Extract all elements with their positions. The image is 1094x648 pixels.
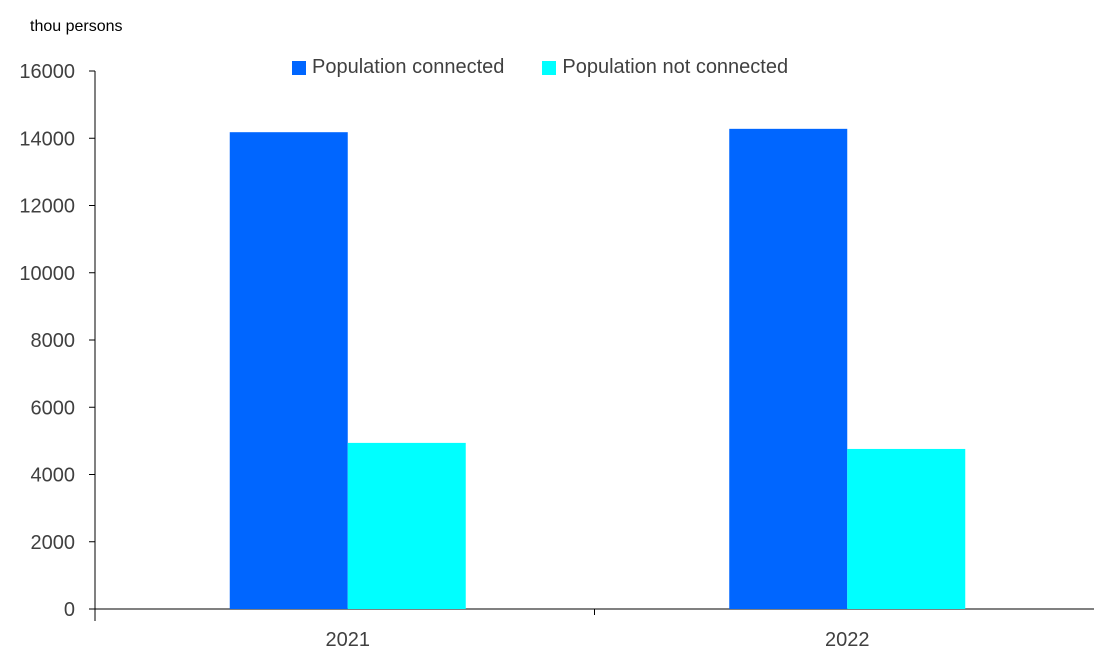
y-axis-unit-label: thou persons xyxy=(30,18,123,35)
y-tick-label: 12000 xyxy=(19,196,75,218)
legend-label-population-not-connected: Population not connected xyxy=(562,56,789,78)
bar xyxy=(729,128,848,609)
legend-label-population-connected: Population connected xyxy=(312,56,505,78)
bar xyxy=(229,132,348,609)
legend-item-population-not-connected: Population not connected xyxy=(542,56,788,79)
legend-swatch-population-not-connected xyxy=(542,60,557,75)
y-tick-label: 6000 xyxy=(31,397,76,419)
x-tick-label: 2022 xyxy=(825,629,870,648)
y-tick-label: 10000 xyxy=(19,263,75,285)
legend: Population connected Population not conn… xyxy=(292,56,826,79)
legend-swatch-population-connected xyxy=(292,60,306,75)
legend-item-population-connected: Population connected xyxy=(292,56,504,79)
y-tick-label: 16000 xyxy=(19,61,75,83)
y-tick-label: 8000 xyxy=(31,330,76,352)
y-tick-label: 4000 xyxy=(31,465,76,487)
y-tick-label: 2000 xyxy=(31,532,76,554)
bar xyxy=(847,448,966,609)
y-tick-label: 0 xyxy=(64,599,75,621)
bar xyxy=(347,442,466,609)
y-tick-label: 14000 xyxy=(19,128,75,150)
x-tick-label: 2021 xyxy=(326,629,371,648)
